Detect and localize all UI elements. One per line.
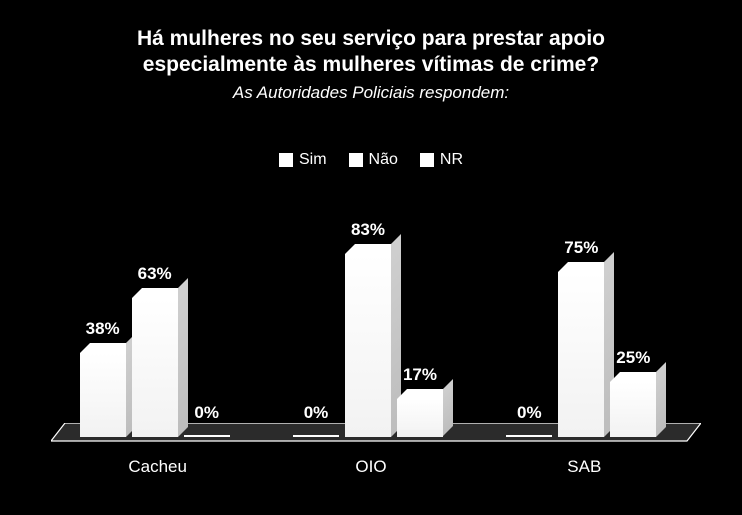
bar: 75% <box>558 272 604 437</box>
legend-swatch-icon <box>420 153 434 167</box>
bar: 0% <box>184 435 230 437</box>
bar: 83% <box>345 254 391 437</box>
x-label-oio: OIO <box>291 457 451 477</box>
legend-item-nao: Não <box>349 151 398 169</box>
bar-group: 0% 83%17% <box>293 254 449 437</box>
value-label: 38% <box>73 319 133 339</box>
bar: 63% <box>132 298 178 437</box>
legend-item-nr: NR <box>420 151 463 169</box>
legend-label: Sim <box>299 151 327 169</box>
bar-group: 0% 75%25% <box>506 272 662 437</box>
legend-swatch-icon <box>279 153 293 167</box>
legend-swatch-icon <box>349 153 363 167</box>
value-label: 0% <box>499 403 559 423</box>
value-label: 63% <box>125 264 185 284</box>
chart-container: Há mulheres no seu serviço para prestar … <box>0 0 742 515</box>
legend-label: NR <box>440 151 463 169</box>
bar-groups: 38%63%0%0%83%17%0%75%25% <box>51 199 691 437</box>
value-label: 83% <box>338 220 398 240</box>
title-line-1: Há mulheres no seu serviço para prestar … <box>137 27 605 50</box>
chart-legend: Sim Não NR <box>279 151 463 169</box>
bar: 0% <box>293 435 339 437</box>
x-label-cacheu: Cacheu <box>78 457 238 477</box>
bar: 38% <box>80 353 126 437</box>
plot-area: 38%63%0%0%83%17%0%75%25% Cacheu OIO SAB <box>51 199 691 459</box>
value-label: 75% <box>551 238 611 258</box>
bar: 25% <box>610 382 656 437</box>
bar: 0% <box>506 435 552 437</box>
bar-group: 38%63%0% <box>80 298 236 437</box>
legend-item-sim: Sim <box>279 151 327 169</box>
title-line-2: especialmente às mulheres vítimas de cri… <box>143 53 599 76</box>
value-label: 0% <box>177 403 237 423</box>
bar: 17% <box>397 399 443 436</box>
value-label: 17% <box>390 365 450 385</box>
chart-subtitle: As Autoridades Policiais respondem: <box>233 83 509 103</box>
legend-label: Não <box>369 151 398 169</box>
chart-title: Há mulheres no seu serviço para prestar … <box>137 26 605 79</box>
value-label: 0% <box>286 403 346 423</box>
value-label: 25% <box>603 348 663 368</box>
x-label-sab: SAB <box>504 457 664 477</box>
x-axis-labels: Cacheu OIO SAB <box>51 457 691 477</box>
